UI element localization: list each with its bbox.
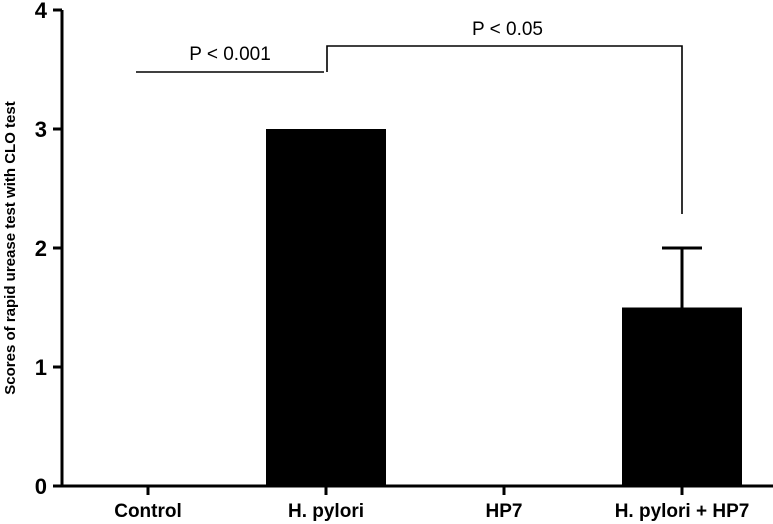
x-tick-label-3: H. pylori + HP7 (615, 501, 750, 522)
y-tick-label-0: 0 (35, 474, 47, 499)
y-tick-label-4: 4 (35, 0, 48, 23)
y-tick-label-2: 2 (35, 236, 47, 261)
x-tick-label-1: H. pylori (288, 501, 364, 522)
bracket-2-line (326, 45, 683, 214)
bar-3 (622, 307, 742, 486)
x-axis: Control H. pylori HP7 H. pylori + HP7 (60, 484, 773, 522)
bar-1 (266, 129, 386, 486)
y-axis-label: Scores of rapid urease test with CLO tes… (2, 101, 19, 394)
error-bars-group (662, 246, 702, 308)
bracket-1-label: P < 0.001 (189, 44, 271, 65)
significance-brackets: P < 0.001 P < 0.05 (136, 19, 683, 214)
y-tick-label-3: 3 (35, 117, 47, 142)
bracket-2-label: P < 0.05 (472, 19, 543, 40)
bars-group (266, 129, 742, 486)
y-axis: 0 1 2 3 4 (35, 0, 64, 499)
y-tick-label-1: 1 (35, 355, 47, 380)
x-tick-label-2: HP7 (486, 501, 523, 522)
x-tick-label-0: Control (114, 501, 182, 522)
